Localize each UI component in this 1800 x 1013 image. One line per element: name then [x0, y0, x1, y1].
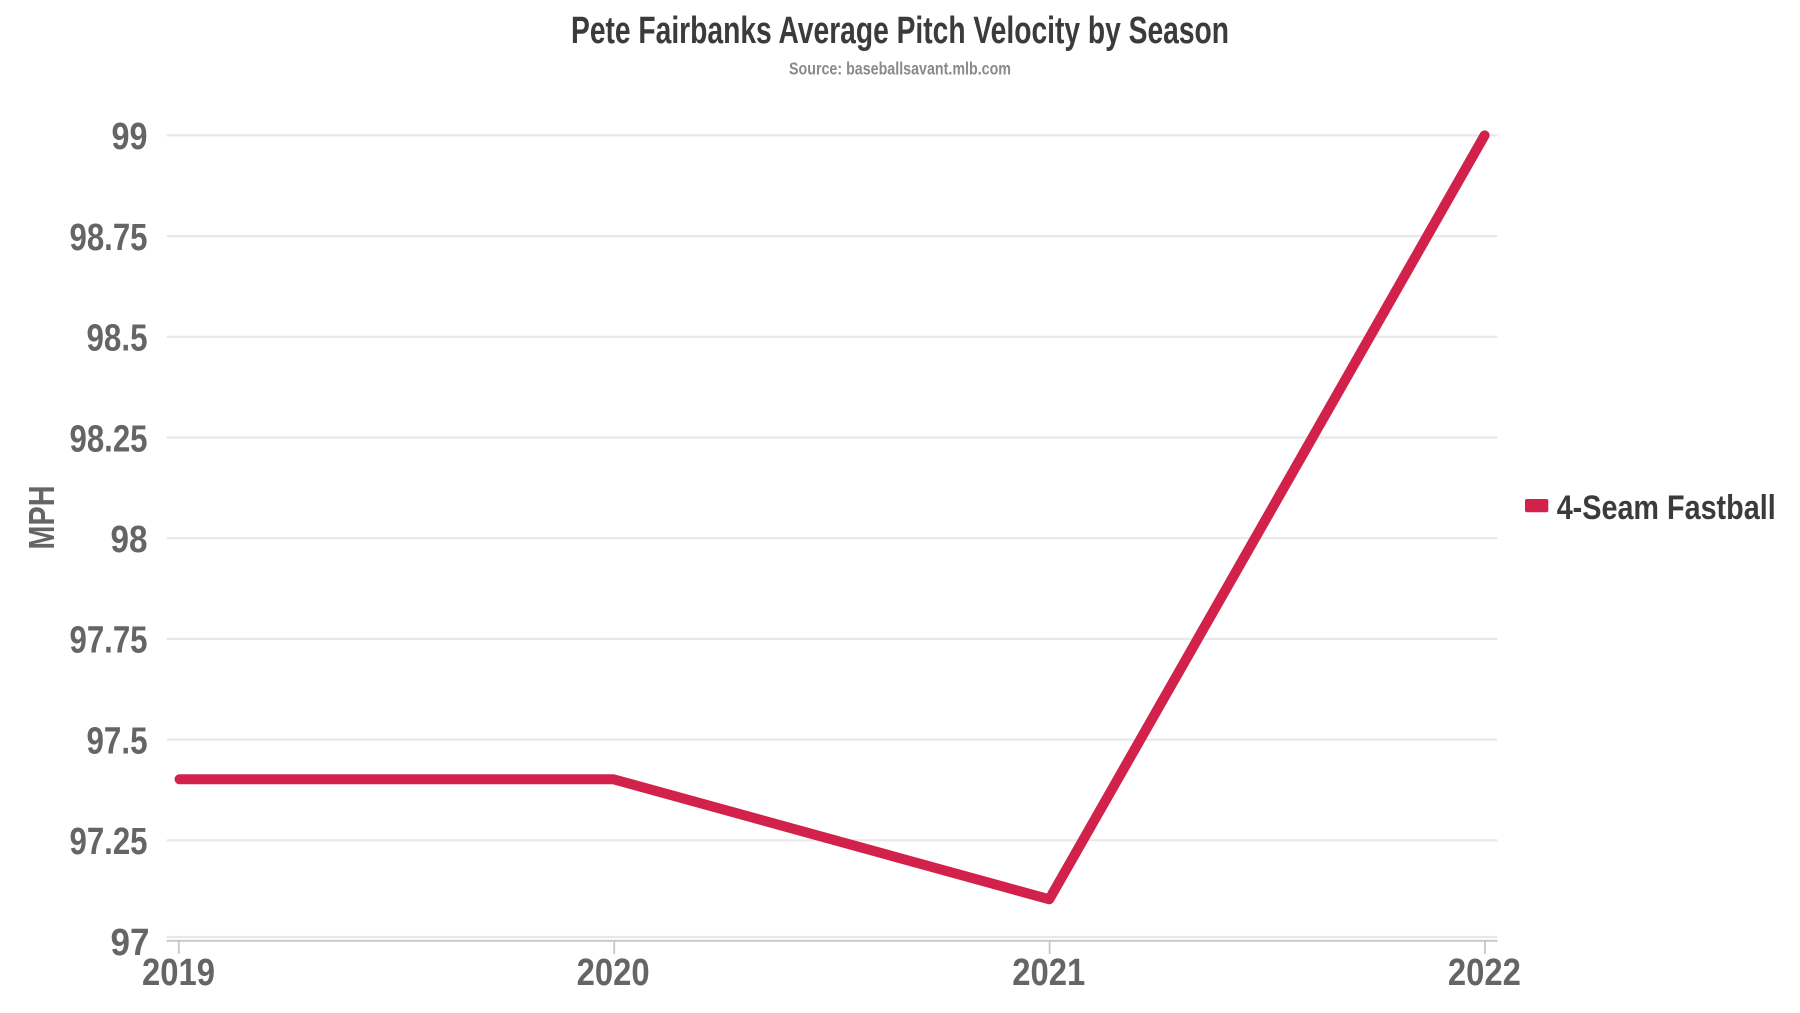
svg-text:2021: 2021 — [1012, 952, 1085, 994]
svg-text:97.75: 97.75 — [70, 620, 148, 662]
svg-text:2020: 2020 — [577, 952, 650, 994]
svg-text:97: 97 — [111, 922, 150, 964]
svg-text:97.25: 97.25 — [70, 821, 148, 863]
svg-text:98.5: 98.5 — [87, 318, 148, 360]
svg-text:2019: 2019 — [142, 952, 215, 994]
svg-text:MPH: MPH — [21, 486, 62, 550]
svg-text:97.5: 97.5 — [87, 720, 148, 762]
svg-text:98.75: 98.75 — [70, 217, 148, 259]
svg-text:98: 98 — [111, 519, 148, 561]
svg-text:99: 99 — [112, 116, 148, 158]
svg-text:Pete Fairbanks Average Pitch V: Pete Fairbanks Average Pitch Velocity by… — [571, 10, 1229, 52]
svg-text:2022: 2022 — [1448, 952, 1521, 994]
svg-text:98.25: 98.25 — [70, 418, 148, 460]
svg-text:4-Seam Fastball: 4-Seam Fastball — [1557, 489, 1776, 527]
svg-text:Source: baseballsavant.mlb.com: Source: baseballsavant.mlb.com — [789, 59, 1011, 79]
